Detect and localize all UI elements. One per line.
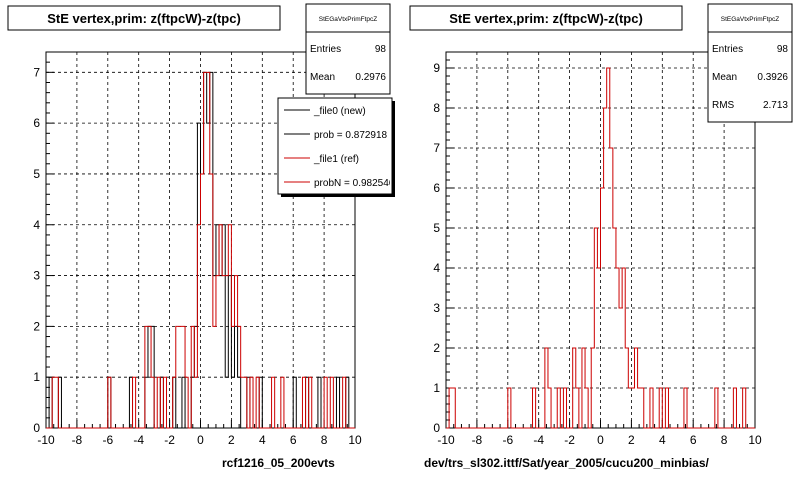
x-tick-label: -6	[502, 433, 513, 447]
title-box	[409, 5, 683, 31]
y-tick-label: 2	[33, 319, 40, 333]
y-tick-label: 5	[433, 221, 440, 235]
x-tick-label: -4	[533, 433, 544, 447]
y-tick-label: 6	[33, 116, 40, 130]
y-tick-label: 4	[33, 218, 40, 232]
stats-value: 0.2976	[355, 72, 386, 83]
x-tick-label: -8	[72, 433, 83, 447]
legend-label: probN = 0.982546	[314, 178, 395, 189]
chart-title: StE vertex,prim: z(ftpcW)-z(tpc)	[449, 11, 643, 26]
y-tick-label: 0	[33, 421, 40, 435]
stats-value: 98	[777, 44, 789, 55]
stats-label: Entries	[712, 44, 743, 55]
series-1-histogram	[446, 67, 755, 429]
stats-label: Entries	[310, 44, 341, 55]
stats-box-name: StEGaVtxPrimFtpcZ	[721, 16, 780, 23]
legend-box	[277, 97, 393, 195]
x-tick-label: 4	[259, 433, 266, 447]
chart-caption: dev/trs_sl302.ittf/Sat/year_2005/cucu200…	[424, 456, 709, 470]
x-tick-label: -10	[437, 433, 455, 447]
stats-label: RMS	[712, 100, 735, 111]
y-tick-label: 1	[433, 381, 440, 395]
legend-entries: _file0 (new) prob = 0.872918 _file1 (ref) p…	[284, 106, 395, 189]
stats-value: 98	[375, 44, 387, 55]
chart-title: StE vertex,prim: z(ftpcW)-z(tpc)	[47, 11, 241, 26]
x-tick-label: -8	[472, 433, 483, 447]
stats-label: Mean	[712, 72, 737, 83]
y-tick-label: 4	[433, 261, 440, 275]
series-2-histogram	[46, 71, 355, 429]
stats-label: Mean	[310, 72, 335, 83]
legend-label: _file0 (new)	[313, 106, 366, 117]
x-tick-label: -6	[102, 433, 113, 447]
y-tick-label: 9	[433, 61, 440, 75]
x-tick-label: 10	[748, 433, 762, 447]
panel-2: -10 -8 -6 -4 -2 0 2 4 6 8 10 0 1 2 3 4 5 6 7 8 9 StE vertex,p…	[409, 3, 793, 470]
y-tick-label: 7	[33, 65, 40, 79]
y-tick-label: 0	[433, 421, 440, 435]
x-tick-label: -2	[164, 433, 175, 447]
x-tick-label: 0	[197, 433, 204, 447]
x-tick-label: 6	[690, 433, 697, 447]
y-tick-label: 5	[33, 167, 40, 181]
stats-box	[707, 3, 793, 123]
x-tick-label: 4	[659, 433, 666, 447]
stats-box	[305, 3, 391, 95]
y-tick-label: 2	[433, 341, 440, 355]
x-tick-label: -4	[133, 433, 144, 447]
x-tick-label: 8	[321, 433, 328, 447]
x-tick-label: -10	[37, 433, 55, 447]
x-tick-label: 6	[290, 433, 297, 447]
title-box	[7, 5, 281, 31]
x-tick-label: 0	[597, 433, 604, 447]
chart-caption: rcf1216_05_200evts	[222, 456, 335, 470]
x-tick-label: 10	[348, 433, 362, 447]
y-tick-label: 6	[433, 181, 440, 195]
y-tick-label: 3	[433, 301, 440, 315]
y-tick-label: 7	[433, 141, 440, 155]
legend-label: prob = 0.872918	[314, 130, 388, 141]
y-tick-label: 8	[433, 101, 440, 115]
x-tick-label: 2	[228, 433, 235, 447]
x-tick-label: 2	[628, 433, 635, 447]
stats-value: 0.3926	[757, 72, 788, 83]
x-tick-label: -2	[564, 433, 575, 447]
y-tick-label: 3	[33, 269, 40, 283]
legend-label: _file1 (ref)	[313, 154, 359, 165]
y-tick-label: 1	[33, 370, 40, 384]
stats-value: 2.713	[763, 100, 788, 111]
x-tick-label: 8	[721, 433, 728, 447]
panel-1: -10 -8 -6 -4 -2 0 2 4 6 8 10 0 1 2 3 4 5 6 7 StE vertex,pri…	[7, 3, 395, 470]
stats-box-name: StEGaVtxPrimFtpcZ	[319, 16, 378, 23]
